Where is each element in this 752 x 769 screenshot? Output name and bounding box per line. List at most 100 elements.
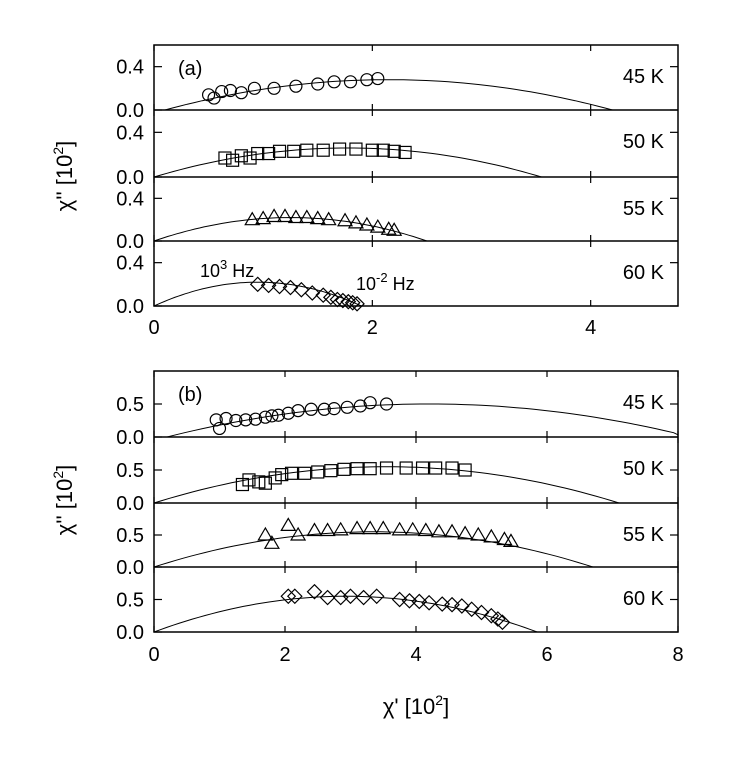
data-point <box>502 533 520 548</box>
data-point <box>444 596 460 613</box>
data-point <box>415 461 430 475</box>
subplot-2: 0.0 0.5 50 K <box>116 436 679 515</box>
subplot-2: 0.0 0.4 50 K <box>116 109 678 189</box>
data-point <box>280 588 297 605</box>
data-point <box>344 294 361 311</box>
data-point <box>280 517 297 532</box>
data-point <box>360 73 374 87</box>
data-point <box>343 75 358 89</box>
data-point <box>496 531 513 546</box>
data-point <box>371 71 385 86</box>
y-axis-title: χ'' [102] <box>50 465 77 536</box>
y-tick-label: 0.0 <box>116 622 144 644</box>
data-point <box>483 528 500 543</box>
data-point <box>363 462 377 476</box>
data-point <box>337 462 351 476</box>
x-tick-label: 2 <box>279 644 290 666</box>
data-point <box>386 222 403 236</box>
data-point <box>298 466 312 480</box>
data-point <box>255 210 272 225</box>
subplot-4: 0.0 0.4 60 K <box>116 240 678 318</box>
data-point <box>362 520 379 535</box>
data-point <box>287 209 304 224</box>
data-point <box>271 408 286 422</box>
y-axis-title: χ'' [102] <box>50 141 77 212</box>
data-point <box>234 86 248 100</box>
x-tick-label: 6 <box>541 644 552 666</box>
x-tick-label: 2 <box>367 317 378 339</box>
data-point <box>445 461 459 475</box>
panel-a: 0.00.4 45 K0.00.4 50 K0.00.4 55 K0.00.4 60 K… <box>50 44 679 339</box>
data-point <box>316 143 330 157</box>
temperature-label: 45 K <box>623 66 665 88</box>
data-point <box>490 611 506 627</box>
temperature-label: 60 K <box>623 262 665 284</box>
data-point <box>209 413 223 427</box>
data-point <box>306 583 323 600</box>
panel-label: (b) <box>178 384 202 406</box>
data-point <box>286 588 303 605</box>
data-point <box>271 278 288 295</box>
y-tick-label: 0.0 <box>116 167 144 189</box>
data-point <box>463 601 480 618</box>
data-point <box>242 473 256 487</box>
data-point <box>207 91 221 105</box>
data-point <box>219 411 233 426</box>
data-point <box>327 75 341 89</box>
data-point <box>311 465 325 479</box>
y-tick-label: 0.5 <box>116 394 144 416</box>
data-point <box>375 520 392 535</box>
data-point <box>391 521 408 536</box>
data-point <box>218 151 232 165</box>
data-point <box>327 402 341 416</box>
data-point <box>215 84 229 99</box>
annotation-high-frequency: 103 Hz <box>200 257 254 281</box>
data-point <box>304 402 318 416</box>
data-point <box>379 461 394 475</box>
data-point <box>335 292 351 309</box>
subplot-4: 0.0 0.5 60 K <box>116 566 679 644</box>
data-point <box>311 77 325 91</box>
data-point <box>387 144 401 158</box>
data-point <box>380 221 397 235</box>
data-point <box>300 143 314 157</box>
temperature-label: 50 K <box>623 458 665 480</box>
data-point <box>369 218 386 233</box>
data-point <box>329 291 346 308</box>
temperature-label: 50 K <box>623 131 665 153</box>
data-point <box>398 145 412 160</box>
x-tick-label: 0 <box>148 317 159 339</box>
y-axis-title-close: ] <box>52 465 77 471</box>
data-point <box>247 81 262 95</box>
x-tick-label: 0 <box>148 644 159 666</box>
fit-curve <box>153 466 620 504</box>
x-axis-title-main: χ' [10 <box>383 694 435 719</box>
data-point <box>470 526 487 541</box>
panel-label: (a) <box>178 58 202 80</box>
y-tick-label: 0.0 <box>116 557 144 579</box>
data-point <box>306 522 323 537</box>
data-point <box>244 211 261 226</box>
data-point <box>317 402 331 416</box>
data-point <box>473 604 490 621</box>
data-point <box>379 397 394 411</box>
subplot-1: 0.0 0.4 45 K <box>116 45 678 122</box>
y-axis-title-main: χ'' [10 <box>52 479 77 536</box>
x-axis-title-exp: 2 <box>435 692 443 708</box>
x-tick-label: 4 <box>410 644 421 666</box>
data-point <box>234 149 248 163</box>
data-point <box>391 591 408 608</box>
data-point <box>249 276 266 293</box>
data-point <box>290 526 307 541</box>
data-point <box>291 404 305 418</box>
data-point <box>363 396 377 410</box>
fit-curve <box>164 79 613 111</box>
data-point <box>430 523 447 538</box>
y-tick-label: 0.4 <box>116 188 144 210</box>
data-point <box>429 461 443 475</box>
x-tick-label: 8 <box>672 644 683 666</box>
y-tick-label: 0.0 <box>116 493 144 515</box>
data-point <box>272 144 287 158</box>
annotation-low-frequency: 10-2 Hz <box>356 270 415 294</box>
data-point <box>350 462 364 476</box>
